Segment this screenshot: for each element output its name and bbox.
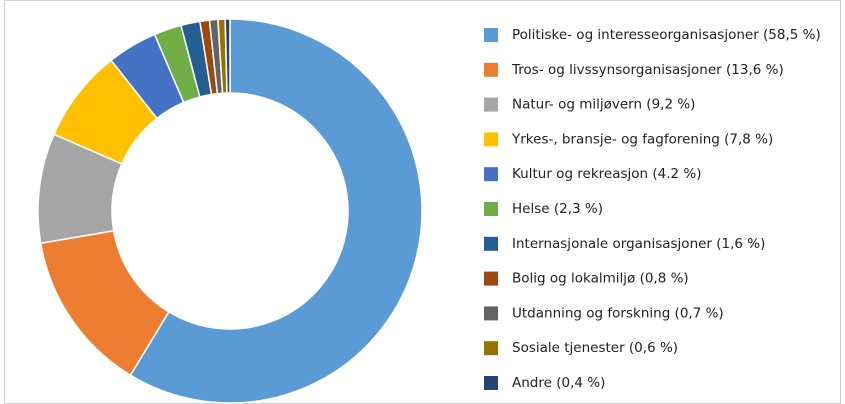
legend-label: Bolig og lokalmiljø (0,8 %) [512, 271, 689, 287]
legend-swatch [484, 341, 498, 356]
legend-swatch [484, 62, 498, 77]
legend-label: Yrkes-, bransje- og fagforening (7,8 %) [511, 131, 773, 147]
legend-label: Tros- og livssynsorganisasjoner (13,6 %) [511, 62, 784, 78]
legend-label: Utdanning og forskning (0,7 %) [512, 305, 724, 321]
legend-swatch [484, 202, 498, 216]
donut-slice [224, 18, 231, 94]
legend-swatch [484, 236, 498, 251]
legend-label: Helse (2,3 %) [512, 201, 603, 217]
legend-label: Natur- og miljøvern (9,2 %) [512, 97, 695, 113]
legend-swatch [484, 97, 498, 112]
legend-swatch [484, 28, 498, 42]
legend-swatch [484, 376, 498, 390]
legend-label: Kultur og rekreasjon (4.2 %) [512, 166, 702, 182]
legend-label: Andre (0,4 %) [512, 375, 605, 391]
legend-label: Sosiale tjenester (0,6 %) [512, 340, 678, 356]
legend-label: Politiske- og interesseorganisasjoner (5… [512, 27, 821, 43]
legend-label: Internasjonale organisasjoner (1,6 %) [512, 236, 765, 252]
legend-swatch [484, 271, 498, 286]
legend-swatch [484, 167, 498, 182]
legend-swatch [484, 132, 498, 147]
donut-slice [129, 18, 423, 404]
legend-swatch [484, 306, 498, 321]
